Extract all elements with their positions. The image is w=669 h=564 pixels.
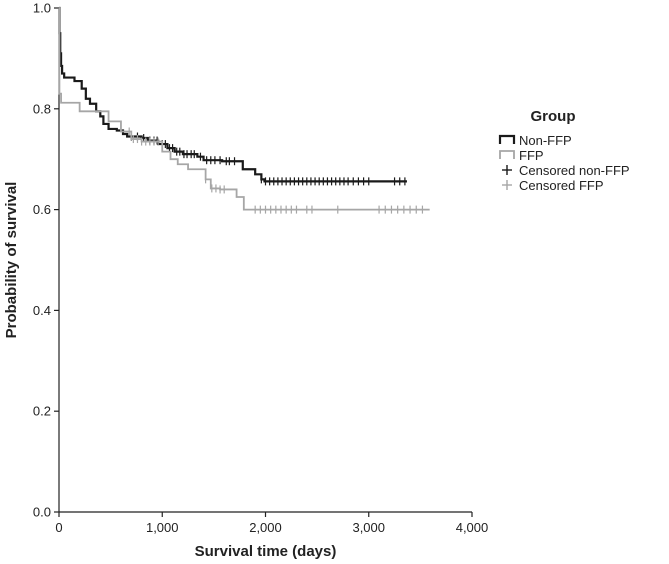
y-tick-label: 0.0	[33, 505, 51, 520]
plot-area	[58, 6, 430, 214]
y-tick-label: 1.0	[33, 1, 51, 16]
legend-swatch-non_ffp	[498, 134, 516, 144]
series-line-non_ffp	[58, 6, 407, 183]
y-tick-label: 0.8	[33, 101, 51, 116]
ticks: 0.0 0.2 0.4 0.6 0.8 1.0 0 1,000 2,000 3,000 4,000	[33, 1, 488, 536]
legend-label: Non-FFP	[519, 133, 572, 148]
y-axis-title: Probability of survival	[3, 182, 20, 339]
x-tick-label: 1,000	[146, 520, 179, 535]
legend-label: FFP	[519, 148, 544, 163]
legend-swatch-ffp	[499, 150, 515, 159]
y-tick-label: 0.4	[33, 303, 51, 318]
legend-title: Group	[531, 108, 576, 125]
axes	[58, 8, 472, 513]
x-tick-label: 0	[55, 520, 62, 535]
series-line-ffp	[58, 7, 430, 211]
x-tick-label: 2,000	[249, 520, 282, 535]
x-axis-title: Survival time (days)	[195, 543, 337, 560]
legend-label: Censored FFP	[519, 178, 604, 193]
y-tick-label: 0.2	[33, 404, 51, 419]
x-tick-label: 4,000	[456, 520, 489, 535]
legend-label: Censored non-FFP	[519, 163, 630, 178]
x-tick-label: 3,000	[352, 520, 385, 535]
y-tick-label: 0.6	[33, 202, 51, 217]
